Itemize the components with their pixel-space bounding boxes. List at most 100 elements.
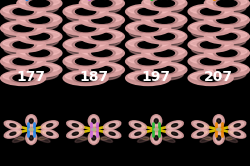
Ellipse shape	[29, 17, 50, 23]
Ellipse shape	[204, 29, 250, 44]
Ellipse shape	[154, 128, 158, 130]
Ellipse shape	[10, 57, 36, 66]
Ellipse shape	[154, 132, 159, 141]
Ellipse shape	[230, 122, 244, 129]
Ellipse shape	[63, 37, 108, 52]
Ellipse shape	[199, 29, 222, 36]
Ellipse shape	[208, 1, 246, 14]
Ellipse shape	[82, 47, 122, 56]
Ellipse shape	[68, 28, 103, 35]
Ellipse shape	[214, 32, 240, 41]
Ellipse shape	[216, 4, 238, 11]
Ellipse shape	[0, 21, 46, 36]
Ellipse shape	[76, 58, 96, 65]
Ellipse shape	[41, 129, 58, 138]
Ellipse shape	[131, 11, 165, 18]
Ellipse shape	[194, 28, 228, 35]
Ellipse shape	[168, 122, 181, 129]
Ellipse shape	[29, 119, 33, 123]
Ellipse shape	[17, 29, 62, 44]
Ellipse shape	[29, 128, 34, 130]
Ellipse shape	[131, 122, 145, 129]
Ellipse shape	[80, 12, 124, 27]
Ellipse shape	[26, 0, 53, 8]
Ellipse shape	[128, 39, 168, 47]
Ellipse shape	[216, 136, 222, 145]
Ellipse shape	[92, 119, 96, 123]
Ellipse shape	[208, 18, 246, 30]
Ellipse shape	[88, 0, 116, 8]
Ellipse shape	[217, 33, 237, 40]
Text: 207: 207	[204, 70, 233, 84]
Ellipse shape	[131, 28, 165, 35]
Ellipse shape	[28, 136, 34, 145]
Ellipse shape	[197, 57, 224, 66]
Ellipse shape	[200, 8, 221, 15]
Ellipse shape	[13, 25, 33, 32]
Ellipse shape	[145, 51, 184, 64]
Ellipse shape	[29, 136, 33, 140]
Ellipse shape	[138, 137, 149, 142]
Ellipse shape	[216, 53, 238, 61]
Ellipse shape	[144, 64, 184, 72]
Ellipse shape	[46, 132, 53, 135]
Ellipse shape	[210, 52, 244, 59]
Ellipse shape	[19, 64, 60, 72]
Ellipse shape	[215, 133, 222, 143]
Ellipse shape	[88, 15, 116, 24]
Ellipse shape	[88, 32, 116, 41]
Ellipse shape	[131, 130, 145, 137]
Ellipse shape	[190, 6, 231, 14]
Ellipse shape	[151, 132, 162, 144]
Ellipse shape	[92, 136, 96, 140]
Ellipse shape	[38, 135, 50, 140]
Ellipse shape	[92, 17, 112, 23]
Ellipse shape	[199, 12, 222, 20]
Ellipse shape	[234, 132, 240, 135]
Ellipse shape	[172, 132, 178, 135]
Ellipse shape	[4, 26, 42, 39]
Ellipse shape	[31, 54, 48, 60]
Ellipse shape	[188, 54, 233, 69]
Ellipse shape	[192, 9, 230, 22]
Ellipse shape	[128, 23, 168, 31]
Ellipse shape	[17, 0, 62, 11]
Ellipse shape	[217, 136, 221, 140]
Ellipse shape	[197, 40, 224, 49]
Ellipse shape	[126, 4, 170, 19]
Ellipse shape	[129, 121, 146, 130]
Ellipse shape	[14, 13, 32, 19]
Ellipse shape	[142, 62, 187, 77]
Ellipse shape	[31, 21, 48, 27]
Ellipse shape	[66, 56, 106, 64]
Ellipse shape	[137, 62, 160, 69]
Ellipse shape	[210, 19, 244, 26]
Ellipse shape	[31, 5, 48, 10]
Ellipse shape	[83, 51, 121, 64]
Ellipse shape	[76, 8, 96, 15]
Ellipse shape	[138, 75, 158, 81]
Ellipse shape	[142, 29, 187, 44]
Ellipse shape	[80, 0, 124, 11]
Ellipse shape	[154, 17, 174, 23]
Ellipse shape	[129, 59, 167, 72]
Ellipse shape	[26, 65, 53, 74]
Ellipse shape	[92, 0, 112, 7]
Ellipse shape	[20, 34, 59, 47]
Ellipse shape	[147, 19, 182, 26]
Ellipse shape	[17, 46, 62, 61]
Ellipse shape	[151, 49, 178, 58]
Ellipse shape	[200, 58, 221, 65]
Ellipse shape	[188, 4, 233, 19]
Ellipse shape	[204, 62, 250, 77]
Ellipse shape	[20, 1, 59, 14]
Ellipse shape	[206, 31, 247, 39]
Ellipse shape	[19, 31, 60, 39]
Ellipse shape	[80, 62, 124, 77]
Ellipse shape	[151, 115, 162, 127]
Ellipse shape	[28, 132, 34, 141]
Ellipse shape	[163, 135, 175, 140]
Ellipse shape	[129, 43, 167, 55]
Ellipse shape	[93, 38, 110, 43]
Ellipse shape	[154, 0, 174, 7]
